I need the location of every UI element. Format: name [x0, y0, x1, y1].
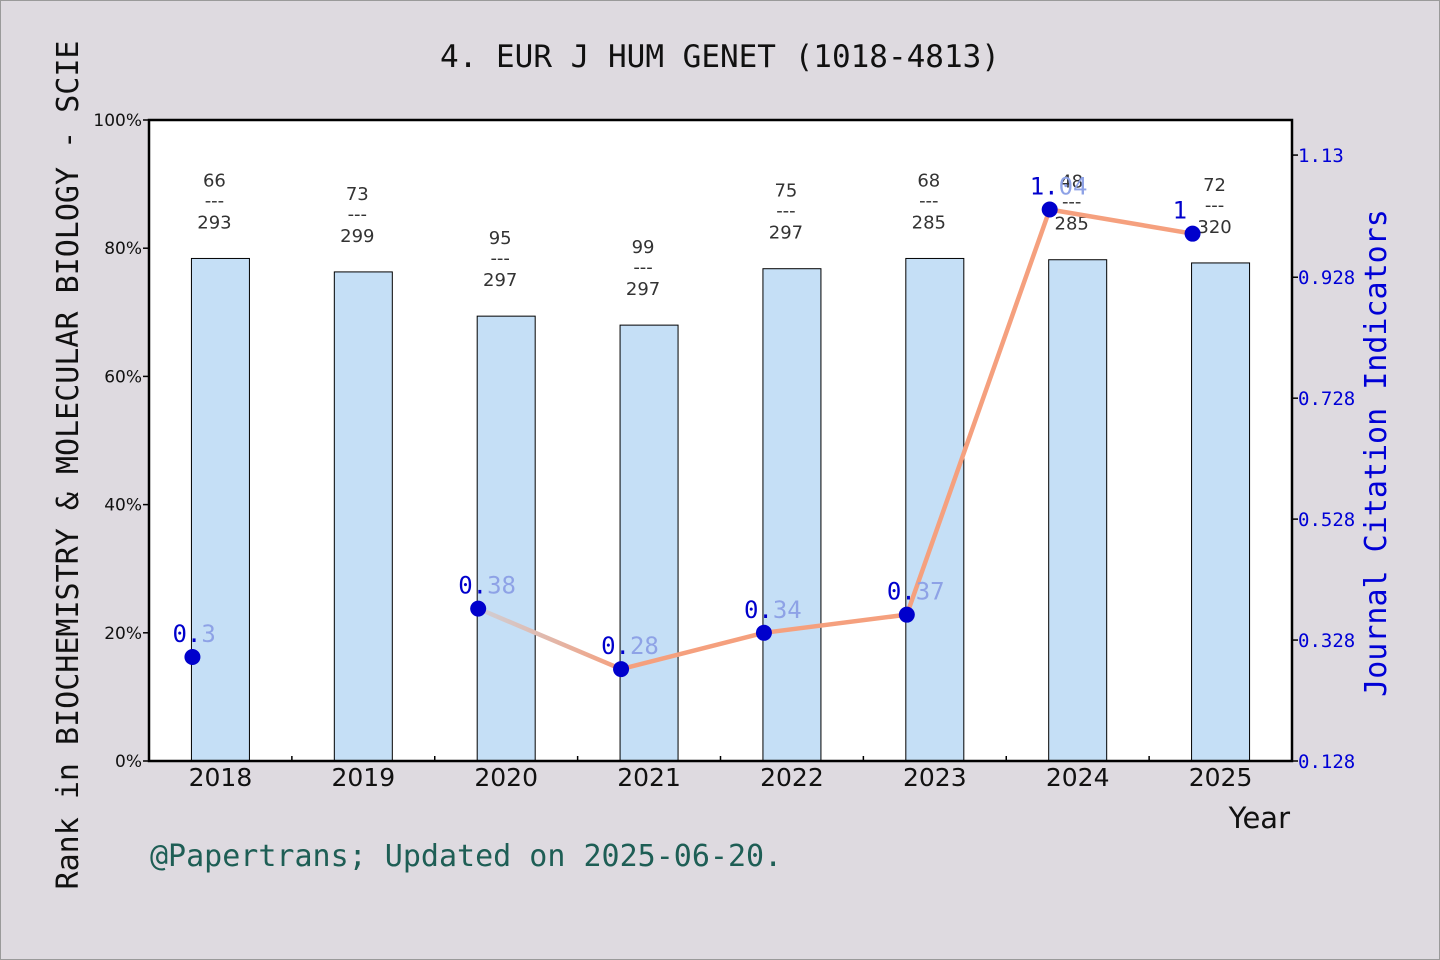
right-tick-label: 0.928	[1298, 267, 1355, 289]
rank-numerator: 75	[774, 181, 797, 202]
rank-separator: ---	[633, 257, 653, 278]
x-tick-label: 2019	[332, 763, 396, 792]
x-tick-label: 2020	[474, 763, 538, 792]
chart-title: 4. EUR J HUM GENET (1018-4813)	[440, 39, 1000, 75]
rank-bar	[619, 324, 679, 762]
right-axis: 0.128 0.328 0.528 0.728 0.928 1.13	[1292, 145, 1355, 773]
jci-value-label: 0.28	[601, 632, 659, 660]
rank-numerator: 66	[203, 170, 226, 191]
rank-denominator: 297	[626, 279, 660, 300]
right-tick-label: 0.728	[1298, 388, 1355, 410]
rank-denominator: 285	[1055, 214, 1089, 235]
left-tick-label: 20%	[104, 624, 142, 644]
left-tick-label: 100%	[93, 111, 142, 131]
jci-point	[1041, 201, 1058, 218]
rank-separator: ---	[776, 201, 796, 222]
rank-bar	[1191, 262, 1251, 762]
jci-line-segment	[761, 612, 910, 636]
line-layer: 0.3 0.38 0.28 0.34 0.37 1.04 1	[172, 172, 1201, 678]
rank-separator: ---	[205, 190, 225, 211]
jci-value-label: 0.3	[172, 620, 215, 648]
rank-denominator: 297	[769, 223, 803, 244]
jci-line-segment	[1047, 207, 1195, 236]
rank-numerator: 72	[1203, 175, 1226, 196]
rank-bar	[190, 257, 250, 762]
x-axis: 2018 2019 2020 2021 2022 2023 2024 2025	[189, 756, 1253, 792]
left-axis: 0% 20% 40% 60% 80% 100%	[93, 111, 149, 772]
jci-value-label: 1.04	[1030, 172, 1088, 200]
right-tick-label: 0.528	[1298, 509, 1355, 531]
left-tick-label: 0%	[115, 752, 142, 772]
rank-bar	[1048, 259, 1108, 762]
rank-denominator: 299	[340, 226, 374, 247]
footer-credit: @Papertrans; Updated on 2025-06-20.	[150, 839, 782, 874]
rank-numerator: 95	[489, 228, 512, 249]
rank-denominator: 320	[1197, 217, 1231, 238]
x-axis-label: Year	[1228, 801, 1290, 835]
x-tick-label: 2024	[1046, 763, 1110, 792]
x-tick-label: 2018	[189, 763, 253, 792]
rank-denominator: 285	[912, 212, 946, 233]
rank-numerator: 73	[346, 184, 369, 205]
rank-denominator: 297	[483, 270, 517, 291]
jci-point	[755, 624, 772, 641]
jci-point	[1184, 225, 1201, 242]
rank-numerator: 68	[917, 170, 940, 191]
jci-point	[470, 600, 487, 617]
jci-line-segment	[475, 606, 624, 672]
left-axis-label: Rank in BIOCHEMISTRY & MOLECULAR BIOLOGY…	[51, 41, 86, 890]
left-tick-label: 80%	[104, 239, 142, 259]
left-tick-label: 40%	[104, 496, 142, 516]
x-tick-label: 2023	[903, 763, 967, 792]
rank-separator: ---	[348, 204, 368, 225]
rank-denominator: 293	[197, 212, 231, 233]
jci-point	[184, 648, 201, 665]
plot-area	[149, 120, 1292, 761]
jci-point	[613, 661, 630, 678]
rank-numerator: 48	[1060, 172, 1083, 193]
rank-bar	[905, 257, 965, 762]
jci-value-label: 0.38	[458, 572, 516, 600]
right-tick-label: 0.328	[1298, 630, 1355, 652]
jci-value-label: 1	[1173, 197, 1187, 225]
x-tick-label: 2021	[617, 763, 681, 792]
rank-separator: ---	[919, 190, 939, 211]
x-tick-label: 2025	[1189, 763, 1253, 792]
rank-separator: ---	[1205, 195, 1225, 216]
x-tick-label: 2022	[760, 763, 824, 792]
jci-point	[898, 606, 915, 623]
rank-numerator: 99	[632, 237, 655, 258]
rank-separator: ---	[490, 248, 510, 269]
jci-value-label: 0.37	[887, 578, 945, 606]
rank-bar	[333, 271, 393, 762]
jci-line-segment	[904, 207, 1052, 617]
rank-bar	[762, 268, 822, 762]
right-tick-label: 1.13	[1298, 145, 1344, 167]
right-axis-label: Journal Citation Indicators	[1359, 209, 1394, 697]
jci-value-label: 0.34	[744, 596, 802, 624]
left-tick-label: 60%	[104, 367, 142, 387]
rank-bar	[476, 315, 536, 762]
jci-line-segment	[618, 630, 767, 672]
right-tick-label: 0.128	[1298, 751, 1355, 773]
rank-separator: ---	[1062, 192, 1082, 213]
